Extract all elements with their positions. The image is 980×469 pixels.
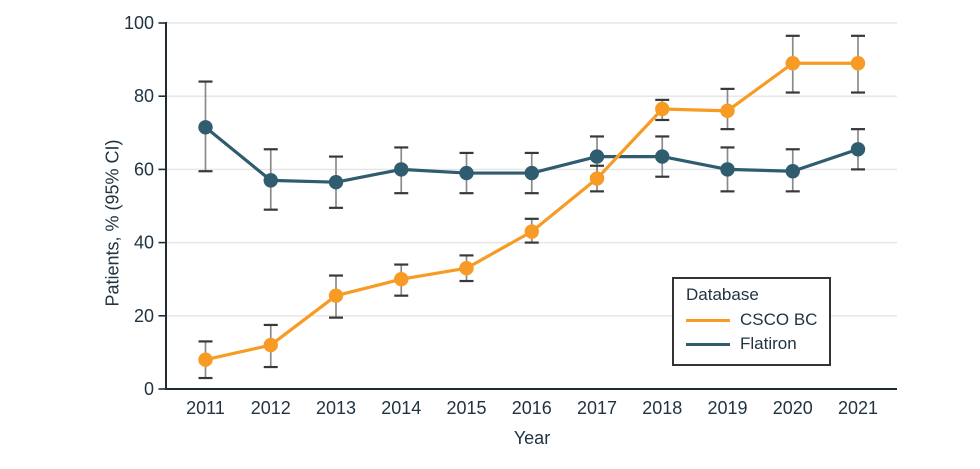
y-axis-title: Patients, % (95% CI) (102, 139, 123, 307)
data-point-flatiron (263, 173, 278, 188)
data-point-flatiron (459, 165, 474, 181)
legend-title: Database (686, 285, 759, 304)
x-axis: 2011 2012 2013 2014 2015 2016 2017 2018 2019 2020… (165, 388, 897, 418)
data-point-csco-bc (589, 171, 605, 186)
data-point-flatiron (655, 149, 670, 164)
error-bars-csco-bc (198, 34, 865, 380)
x-tick-label: 2020 (773, 398, 813, 418)
x-axis-title: Year (513, 428, 551, 448)
x-tick-label: 2013 (316, 398, 356, 418)
series-points-csco-bc (198, 56, 866, 367)
data-point-flatiron (328, 175, 344, 190)
data-point-csco-bc (655, 101, 670, 117)
data-point-csco-bc (328, 288, 344, 303)
series-points-flatiron (198, 120, 866, 190)
y-tick-label: 100 (124, 13, 154, 33)
legend-label-csco-bc: CSCO BC (740, 310, 818, 329)
legend-label-flatiron: Flatiron (740, 334, 797, 353)
x-tick-label: 2021 (838, 398, 878, 418)
error-bars-flatiron (198, 80, 865, 211)
data-point-flatiron (198, 120, 213, 135)
data-point-csco-bc (263, 337, 278, 353)
y-tick-label: 20 (134, 306, 154, 326)
legend-item-flatiron: Flatiron (686, 332, 817, 356)
data-point-csco-bc (459, 261, 474, 276)
legend-box: Database CSCO BC Flatiron (672, 277, 832, 366)
data-point-csco-bc (198, 352, 213, 367)
data-point-flatiron (524, 165, 539, 181)
x-tick-label: 2017 (577, 398, 617, 418)
data-point-flatiron (850, 142, 866, 157)
y-tick-label: 0 (144, 379, 154, 399)
x-tick-label: 2018 (642, 398, 682, 418)
data-point-csco-bc (394, 272, 409, 287)
x-tick-label: 2015 (446, 398, 486, 418)
csco-bc-line-swatch (686, 318, 730, 322)
data-point-flatiron (785, 164, 800, 179)
data-point-csco-bc (720, 103, 735, 119)
data-point-csco-bc (785, 56, 800, 71)
y-axis: 0 20 40 60 80 100 (124, 13, 167, 399)
flatiron-line-swatch (686, 342, 730, 346)
data-point-flatiron (589, 149, 605, 164)
x-tick-label: 2014 (381, 398, 421, 418)
y-tick-label: 60 (134, 159, 154, 179)
x-tick-label: 2016 (512, 398, 552, 418)
data-point-flatiron (720, 162, 735, 177)
legend-item-csco-bc: CSCO BC (686, 308, 817, 332)
y-tick-label: 40 (134, 233, 154, 253)
x-tick-label: 2011 (186, 398, 225, 418)
y-tick-label: 80 (134, 86, 154, 106)
x-tick-label: 2012 (251, 398, 291, 418)
data-point-flatiron (394, 162, 409, 177)
data-point-csco-bc (524, 224, 539, 239)
x-tick-label: 2019 (707, 398, 747, 418)
data-point-csco-bc (850, 56, 866, 71)
